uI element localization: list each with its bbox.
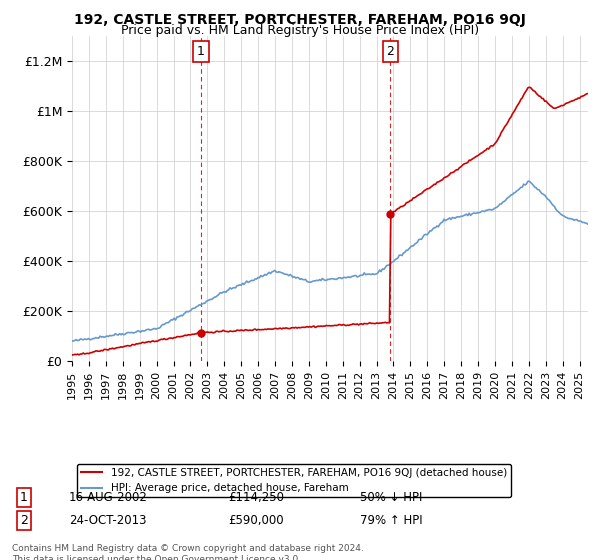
Text: 79% ↑ HPI: 79% ↑ HPI <box>360 514 422 528</box>
Text: 192, CASTLE STREET, PORTCHESTER, FAREHAM, PO16 9QJ: 192, CASTLE STREET, PORTCHESTER, FAREHAM… <box>74 13 526 27</box>
Text: Price paid vs. HM Land Registry's House Price Index (HPI): Price paid vs. HM Land Registry's House … <box>121 24 479 37</box>
Text: 24-OCT-2013: 24-OCT-2013 <box>69 514 146 528</box>
Text: 2: 2 <box>20 514 28 528</box>
Text: 1: 1 <box>197 45 205 58</box>
Text: Contains HM Land Registry data © Crown copyright and database right 2024.
This d: Contains HM Land Registry data © Crown c… <box>12 544 364 560</box>
Text: 16-AUG-2002: 16-AUG-2002 <box>69 491 148 504</box>
Text: £114,250: £114,250 <box>228 491 284 504</box>
Text: £590,000: £590,000 <box>228 514 284 528</box>
Legend: 192, CASTLE STREET, PORTCHESTER, FAREHAM, PO16 9QJ (detached house), HPI: Averag: 192, CASTLE STREET, PORTCHESTER, FAREHAM… <box>77 464 511 497</box>
Text: 50% ↓ HPI: 50% ↓ HPI <box>360 491 422 504</box>
Text: 2: 2 <box>386 45 394 58</box>
Text: 1: 1 <box>20 491 28 504</box>
